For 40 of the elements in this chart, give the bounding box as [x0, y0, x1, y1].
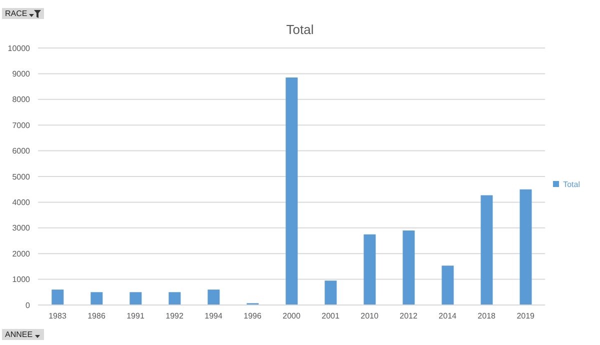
y-tick-label: 2000	[12, 249, 31, 258]
x-tick-label: 1994	[204, 312, 223, 321]
x-tick-label: 1992	[166, 312, 184, 321]
y-tick-label: 8000	[12, 95, 31, 104]
y-tick-label: 4000	[12, 198, 31, 208]
y-tick-label: 1000	[12, 275, 31, 284]
x-tick-label: 1991	[126, 312, 145, 321]
x-tick-label: 2012	[400, 312, 418, 321]
bar	[52, 290, 64, 305]
y-tick-label: 3000	[12, 224, 31, 233]
x-tick-label: 1986	[88, 312, 106, 321]
x-tick-label: 2001	[322, 312, 340, 321]
bar	[442, 266, 454, 305]
y-tick-label: 9000	[12, 70, 31, 79]
y-tick-label: 7000	[12, 120, 31, 130]
bar	[324, 280, 337, 305]
bar	[364, 234, 376, 305]
bar	[168, 292, 181, 305]
legend-label: Total	[563, 180, 580, 188]
bar	[402, 230, 415, 305]
text: ANNEE	[5, 330, 33, 339]
x-tick-label: 1996	[244, 312, 262, 321]
x-tick-label: 2014	[438, 312, 458, 321]
x-tick-label: 2018	[478, 312, 496, 321]
y-tick-label: 0	[26, 300, 31, 310]
y-tick-label: 10000	[8, 44, 31, 53]
bar	[208, 290, 220, 305]
y-tick-label: 6000	[12, 146, 31, 156]
bar	[520, 189, 532, 305]
x-tick-label: 2000	[282, 312, 301, 321]
text: RACE	[5, 9, 28, 18]
bar	[286, 78, 298, 305]
x-tick-label: 1983	[48, 312, 67, 321]
bar	[90, 292, 103, 305]
x-tick-label: 2019	[516, 312, 536, 321]
y-tick-label: 5000	[12, 172, 31, 182]
x-tick-label: 2010	[360, 312, 380, 321]
chart-title: Total	[285, 22, 315, 37]
bar	[480, 195, 493, 305]
bar	[130, 292, 142, 305]
